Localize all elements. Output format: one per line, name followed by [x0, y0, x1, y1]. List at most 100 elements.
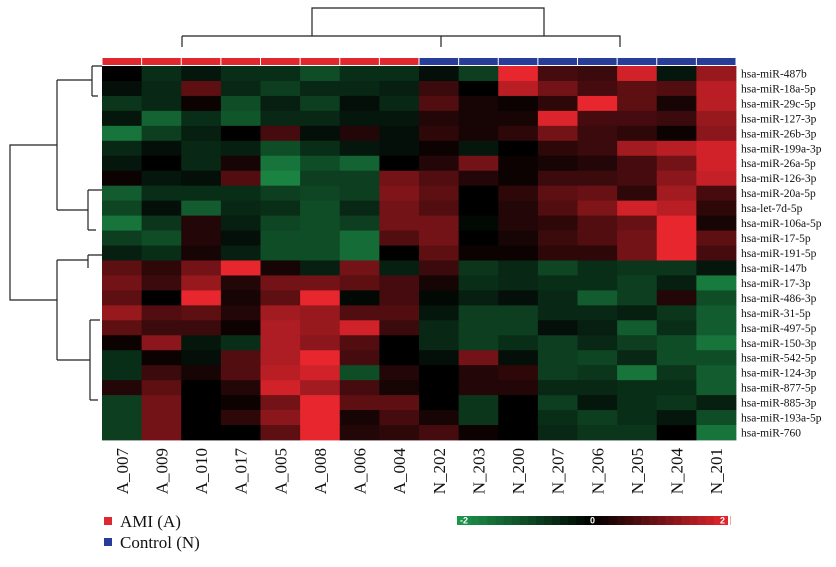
heatmap-cell [537, 140, 578, 157]
heatmap-cell [181, 275, 222, 291]
row-label: hsa-miR-497-5p [741, 323, 817, 335]
heatmap-cell [260, 335, 301, 351]
heatmap-cell [577, 66, 618, 82]
row-labels: hsa-miR-487b hsa-miR-18a-5p hsa-miR-29c-5p… [741, 68, 822, 439]
scale-step [463, 516, 472, 525]
heatmap-cell [617, 380, 658, 396]
column-label: N_204 [668, 448, 687, 495]
heatmap-cell [656, 185, 697, 202]
heatmap-cell [419, 200, 460, 216]
heatmap-cell [181, 425, 222, 441]
heatmap-cell [458, 305, 499, 321]
heatmap-cell [458, 215, 499, 231]
heatmap-cell [379, 245, 420, 261]
scale-step [689, 516, 699, 525]
heatmap-cell [181, 395, 222, 411]
heatmap-cell [339, 290, 380, 306]
heatmap-cell [537, 320, 578, 336]
heatmap-cell [656, 275, 697, 291]
scale-step [503, 516, 513, 525]
heatmap-cell [141, 275, 182, 291]
heatmap-cell [379, 95, 420, 112]
row-dendrogram [9, 65, 102, 401]
heatmap-cell [379, 260, 420, 276]
heatmap-cell [458, 95, 499, 112]
heatmap-cell [498, 95, 539, 112]
group-bar-cell [181, 58, 221, 65]
heatmap-cell [379, 185, 420, 202]
heatmap-cell [498, 215, 539, 231]
heatmap-cell [498, 305, 539, 321]
heatmap-cell [537, 305, 578, 321]
heatmap-cell [498, 200, 539, 216]
heatmap-cell [537, 200, 578, 216]
heatmap-cell [537, 185, 578, 202]
heatmap-cell [339, 380, 380, 396]
heatmap-cell [537, 170, 578, 187]
heatmap-cell [577, 110, 618, 127]
heatmap-cell [141, 230, 182, 246]
heatmap-cell [656, 140, 697, 157]
heatmap-cell [220, 155, 261, 172]
heatmap-cell [537, 365, 578, 381]
scale-step [657, 516, 666, 525]
scale-tick [455, 516, 457, 525]
heatmap-cell [617, 110, 658, 127]
heatmap-cell [656, 335, 697, 351]
heatmap-cell [577, 200, 618, 216]
heatmap-cell [696, 425, 737, 441]
row-label: hsa-miR-877-5p [741, 383, 817, 395]
heatmap-cell [181, 80, 222, 97]
heatmap-cell [577, 290, 618, 306]
heatmap-cell [617, 320, 658, 336]
heatmap-cell [260, 80, 301, 97]
scale-mid-label: 0 [590, 516, 595, 526]
heatmap-cell [339, 395, 380, 411]
column-labels: A_007 A_009 A_010 A_017 A_005 A_008 A_006 A_004… [113, 448, 726, 495]
heatmap-cell [577, 140, 618, 157]
row-label: hsa-miR-191-5p [741, 248, 817, 260]
column-label: N_202 [430, 448, 449, 494]
color-scale: -2 0 2 [455, 516, 731, 526]
heatmap-cell [617, 425, 658, 441]
column-label: N_203 [469, 448, 488, 494]
heatmap-cell [577, 230, 618, 246]
heatmap-cell [181, 185, 222, 202]
group-bar-cell [261, 58, 300, 65]
heatmap-cell [617, 140, 658, 157]
heatmap-cell [181, 110, 222, 127]
heatmap-cell [458, 245, 499, 261]
heatmap-cell [577, 305, 618, 321]
heatmap-cell [141, 66, 182, 82]
row-label: hsa-miR-487b [741, 68, 807, 80]
heatmap-cell [181, 335, 222, 351]
heatmap-cell [339, 110, 380, 127]
heatmap-cell [696, 320, 737, 336]
heatmap-cell [181, 290, 222, 306]
heatmap-cell [696, 200, 737, 216]
heatmap-cell [537, 260, 578, 276]
heatmap-cell [617, 290, 658, 306]
heatmap-cell [537, 80, 578, 97]
scale-step [721, 516, 731, 525]
heatmap-cell [498, 425, 539, 441]
heatmap-cell [339, 230, 380, 246]
heatmap-cell [102, 95, 143, 112]
row-label: hsa-miR-127-3p [741, 113, 817, 125]
heatmap-cell [260, 305, 301, 321]
heatmap-cell [537, 275, 578, 291]
heatmap-cell [577, 80, 618, 97]
scale-step [535, 516, 545, 525]
scale-min-label: -2 [460, 516, 468, 526]
heatmap-cell [102, 140, 143, 157]
scale-step [519, 516, 529, 525]
heatmap-cell [419, 140, 460, 157]
heatmap-cell [220, 200, 261, 216]
heatmap-cell [379, 320, 420, 336]
group-bar-cell [538, 58, 577, 65]
heatmap-cell [141, 305, 182, 321]
heatmap-cell [577, 320, 618, 336]
heatmap-cell [102, 395, 143, 411]
heatmap-cell [577, 155, 618, 172]
